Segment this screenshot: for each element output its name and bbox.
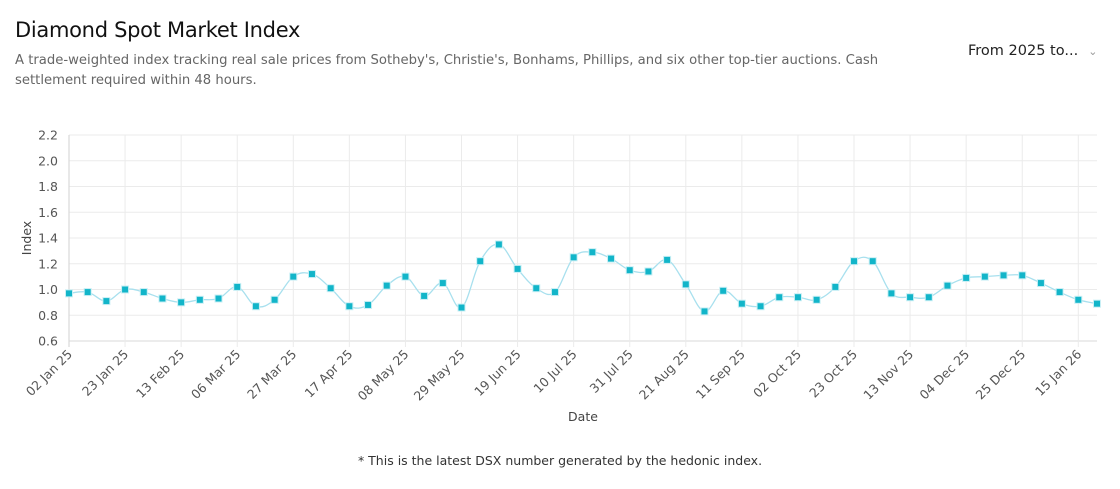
data-point[interactable] [887,289,896,298]
data-point[interactable] [532,284,541,293]
data-point[interactable] [663,255,672,264]
x-tick-label: 02 Oct 25 [750,347,804,401]
x-tick-label: 27 Mar 25 [244,347,299,402]
date-range-label: From 2025 to... [968,43,1079,59]
data-point[interactable] [457,303,466,312]
data-point[interactable] [1036,279,1045,288]
page-title: Diamond Spot Market Index [15,18,301,42]
data-point[interactable] [121,285,130,294]
data-point[interactable] [625,266,634,275]
data-point[interactable] [177,298,186,307]
data-point[interactable] [569,253,578,262]
data-point[interactable] [420,291,429,300]
x-tick-label: 04 Dec 25 [916,347,972,403]
data-point[interactable] [1018,271,1027,280]
data-point[interactable] [382,281,391,290]
data-point[interactable] [756,302,765,311]
data-point[interactable] [214,294,223,303]
data-point[interactable] [700,307,709,316]
x-tick-label: 23 Oct 25 [806,347,860,401]
date-range-select[interactable]: From 2025 to... ⌄ [968,43,1097,59]
x-tick-label: 29 May 25 [411,347,468,404]
data-point[interactable] [850,257,859,266]
data-point[interactable] [775,293,784,302]
y-axis-label: Index [19,221,34,255]
series-line [68,243,1098,313]
data-point[interactable] [364,300,373,309]
x-tick-label: 13 Feb 25 [133,347,187,401]
data-point[interactable] [1055,288,1064,297]
data-point[interactable] [1093,299,1101,308]
x-tick-label: 25 Dec 25 [973,347,1029,403]
data-point[interactable] [307,270,316,279]
x-tick-label: 10 Jul 25 [530,347,579,396]
data-point[interactable] [289,272,298,281]
data-point[interactable] [681,280,690,289]
data-point[interactable] [962,273,971,282]
data-point[interactable] [793,293,802,302]
data-point[interactable] [494,240,503,249]
data-point[interactable] [1074,295,1083,304]
data-point[interactable] [139,288,148,297]
x-tick-label: 08 May 25 [355,347,412,404]
data-point[interactable] [345,302,354,311]
data-point[interactable] [550,288,559,297]
data-point[interactable] [719,286,728,295]
y-tick-label: 2.0 [38,153,58,168]
y-tick-label: 0.8 [38,308,58,323]
data-point[interactable] [65,289,73,298]
x-tick-label: 02 Jan 25 [23,347,75,399]
data-point[interactable] [868,257,877,266]
x-tick-label: 21 Aug 25 [636,347,692,403]
x-tick-label: 06 Mar 25 [188,347,243,402]
data-point[interactable] [906,293,915,302]
data-point[interactable] [83,288,92,297]
data-point[interactable] [270,295,279,304]
y-tick-label: 1.8 [38,179,58,194]
data-point[interactable] [831,282,840,291]
data-point[interactable] [438,279,447,288]
data-point[interactable] [102,297,111,306]
chevron-down-icon: ⌄ [1088,44,1098,58]
data-point[interactable] [644,267,653,276]
data-point[interactable] [513,264,522,273]
x-tick-label: 11 Sep 25 [693,347,748,402]
x-axis-label: Date [568,409,598,424]
y-tick-label: 1.0 [38,282,58,297]
page-subtitle: A trade-weighted index tracking real sal… [15,53,879,88]
data-point[interactable] [251,302,260,311]
data-point[interactable] [607,254,616,263]
y-tick-label: 2.2 [38,128,58,143]
data-point[interactable] [326,284,335,293]
data-point[interactable] [924,293,933,302]
footnote: * This is the latest DSX number generate… [357,453,763,468]
x-tick-label: 17 Apr 25 [301,347,355,401]
data-point[interactable] [158,294,167,303]
x-tick-label: 19 Jun 25 [471,347,524,400]
data-point[interactable] [737,299,746,308]
data-point[interactable] [812,295,821,304]
y-tick-label: 0.6 [38,334,58,349]
y-tick-label: 1.2 [38,256,58,271]
x-tick-label: 13 Nov 25 [860,347,916,403]
data-point[interactable] [476,257,485,266]
data-point[interactable] [588,248,597,257]
data-point[interactable] [980,272,989,281]
x-tick-label: 15 Jan 26 [1032,346,1084,398]
data-point[interactable] [999,271,1008,280]
data-point[interactable] [195,295,204,304]
y-tick-label: 1.6 [38,205,58,220]
y-tick-label: 1.4 [38,231,58,246]
data-point[interactable] [233,282,242,291]
data-point[interactable] [401,272,410,281]
x-tick-label: 31 Jul 25 [586,347,635,396]
data-point[interactable] [943,281,952,290]
x-tick-label: 23 Jan 25 [79,347,131,399]
